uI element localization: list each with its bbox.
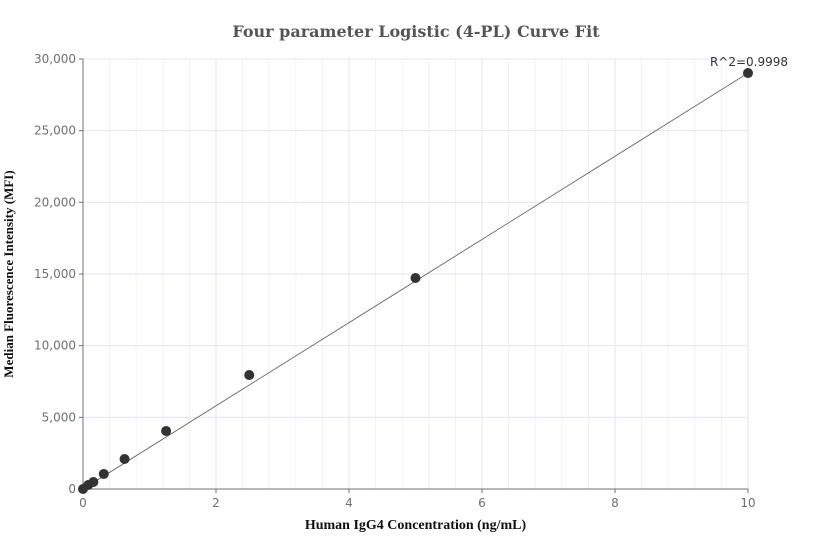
r-squared-annotation: R^2=0.9998 [710, 55, 788, 69]
data-point [743, 68, 753, 79]
data-point [119, 454, 130, 465]
y-tick-label: 5,000 [42, 410, 76, 424]
chart-title: Four parameter Logistic (4-PL) Curve Fit [232, 22, 600, 41]
y-tick-label: 10,000 [34, 339, 76, 353]
y-tick-label: 25,000 [34, 124, 76, 138]
y-tick-label: 15,000 [34, 267, 76, 281]
data-point [98, 468, 109, 479]
x-axis-label: Human IgG4 Concentration (ng/mL) [304, 518, 527, 533]
y-tick-label: 0 [68, 482, 76, 496]
data-point [410, 273, 421, 284]
data-point [244, 370, 255, 381]
x-tick-label: 10 [740, 496, 755, 510]
y-tick-label: 20,000 [34, 195, 76, 209]
x-tick-label: 4 [345, 496, 353, 510]
data-point [88, 476, 99, 487]
x-tick-label: 0 [79, 496, 87, 510]
x-tick-label: 8 [611, 496, 619, 510]
y-tick-label: 30,000 [34, 52, 76, 66]
x-tick-label: 6 [478, 496, 486, 510]
data-point [161, 425, 172, 436]
y-axis-label: Median Fluorescence Intensity (MFI) [1, 170, 16, 378]
x-tick-label: 2 [212, 496, 220, 510]
